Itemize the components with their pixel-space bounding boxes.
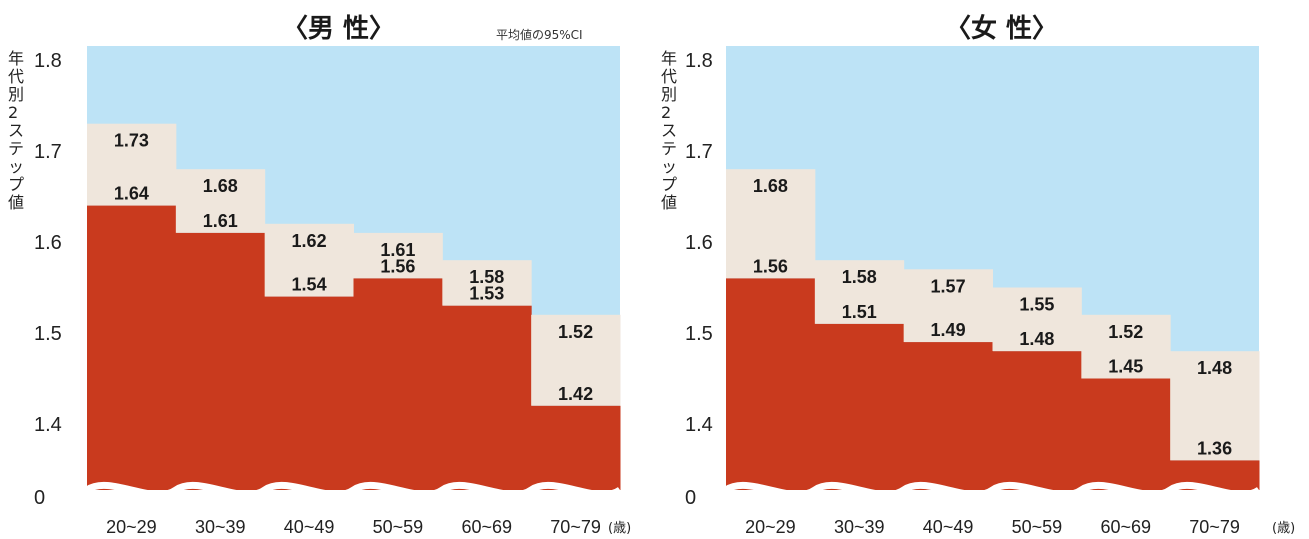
female-x-tick-label: 40~49 [923,517,974,537]
female-ci-band-50~59 [992,287,1082,352]
female-y-tick-label: 1.4 [685,414,713,436]
male-x-tick-label: 60~69 [461,517,512,537]
female-x-tick-label: 20~29 [745,517,796,537]
female-x-tick-label: 50~59 [1012,517,1063,537]
male-mean-label: 1.54 [292,275,327,295]
female-ci-upper-label: 1.57 [931,276,966,296]
male-bar-50~59 [353,278,443,490]
female-y-tick-label: 0 [685,487,696,509]
female-mean-label: 1.36 [1197,438,1232,458]
female-x-tick-label: 60~69 [1100,517,1151,537]
female-y-tick-label: 1.7 [685,141,713,163]
male-bottom-gap [87,507,620,510]
female-bottom-gap [726,507,1259,510]
male-bar-30~39 [175,232,266,490]
female-ci-upper-label: 1.48 [1197,358,1232,378]
male-mean-label: 1.56 [380,256,415,276]
female-x-tick-label: 30~39 [834,517,885,537]
male-axis-break-wave [84,481,623,499]
male-x-tick-label: 30~39 [195,517,246,537]
male-chart: 1.73 1.64 20~29 1.68 1.61 30~39 1.62 1.54 40~49 1… [34,46,623,537]
female-ci-band-20~29 [726,169,816,279]
male-x-unit: (歳) [608,521,632,536]
male-y-tick-label: 0 [34,487,45,509]
male-ci-band-20~29 [87,123,177,206]
male-ci-upper-label: 1.52 [558,322,593,342]
female-panel: 〈女 性〉 年代別2ステップ値 1.68 1.56 20~29 1.58 1.51 30~… [645,0,1309,539]
female-ci-band-30~39 [814,260,905,324]
female-x-tick-label: 70~79 [1189,517,1240,537]
female-ci-upper-label: 1.52 [1108,322,1143,342]
male-y-tick-label: 1.6 [34,232,62,254]
female-ci-band-70~79 [1170,351,1260,461]
male-x-tick-label: 20~29 [106,517,157,537]
male-ci-upper-label: 1.73 [114,131,149,151]
female-bar-20~29 [726,278,816,490]
male-y-tick-label: 1.5 [34,323,62,345]
male-bar-60~69 [442,305,532,490]
male-mean-label: 1.42 [558,384,593,404]
female-mean-label: 1.49 [931,320,966,340]
female-bar-60~69 [1081,378,1171,490]
male-y-tick-label: 1.7 [34,141,62,163]
female-bar-40~49 [903,342,993,490]
male-bar-40~49 [264,296,354,490]
male-bar-70~79 [531,405,621,490]
male-x-tick-label: 50~59 [373,517,424,537]
male-ci-band-60~69 [442,260,532,306]
female-ci-band-40~49 [903,269,993,343]
female-ylabel: 年代別2ステップ値 [661,49,678,212]
female-ci-upper-label: 1.55 [1019,295,1054,315]
male-ci-band-70~79 [531,314,621,406]
male-panel: 〈男 性〉 平均値の95%CI 年代別2ステップ値 1.73 1.64 20~29 1… [0,0,640,539]
male-ci-note: 平均値の95%CI [496,28,583,42]
male-bar-20~29 [87,205,177,490]
male-ci-upper-label: 1.68 [203,176,238,196]
female-mean-label: 1.56 [753,256,788,276]
male-mean-label: 1.53 [469,284,504,304]
male-mean-label: 1.61 [203,211,238,231]
male-title: 〈男 性〉 [282,14,396,44]
female-ci-upper-label: 1.68 [753,176,788,196]
female-ci-upper-label: 1.58 [842,267,877,287]
female-mean-label: 1.48 [1019,329,1054,349]
male-ylabel: 年代別2ステップ値 [8,49,25,212]
female-y-tick-label: 1.6 [685,232,713,254]
male-ci-band-40~49 [264,223,354,297]
male-x-tick-label: 40~49 [284,517,335,537]
male-mean-label: 1.64 [114,184,149,204]
male-x-tick-label: 70~79 [550,517,601,537]
female-y-tick-label: 1.5 [685,323,713,345]
male-ci-band-30~39 [175,169,266,233]
male-ci-upper-label: 1.61 [380,240,415,260]
male-ci-upper-label: 1.58 [469,267,504,287]
female-title: 〈女 性〉 [945,14,1059,44]
male-ci-band-50~59 [353,232,443,279]
female-y-tick-label: 1.8 [685,50,713,72]
female-x-unit: (歳) [1272,521,1296,536]
male-ci-upper-label: 1.62 [292,231,327,251]
female-axis-break-wave [723,481,1262,499]
male-y-tick-label: 1.8 [34,50,62,72]
female-bar-30~39 [814,323,905,490]
female-chart: 1.68 1.56 20~29 1.58 1.51 30~39 1.57 1.49 40~49 1… [685,46,1262,537]
female-mean-label: 1.51 [842,302,877,322]
female-ci-band-60~69 [1081,314,1171,379]
male-y-tick-label: 1.4 [34,414,62,436]
female-bar-50~59 [992,351,1082,490]
female-mean-label: 1.45 [1108,357,1143,377]
